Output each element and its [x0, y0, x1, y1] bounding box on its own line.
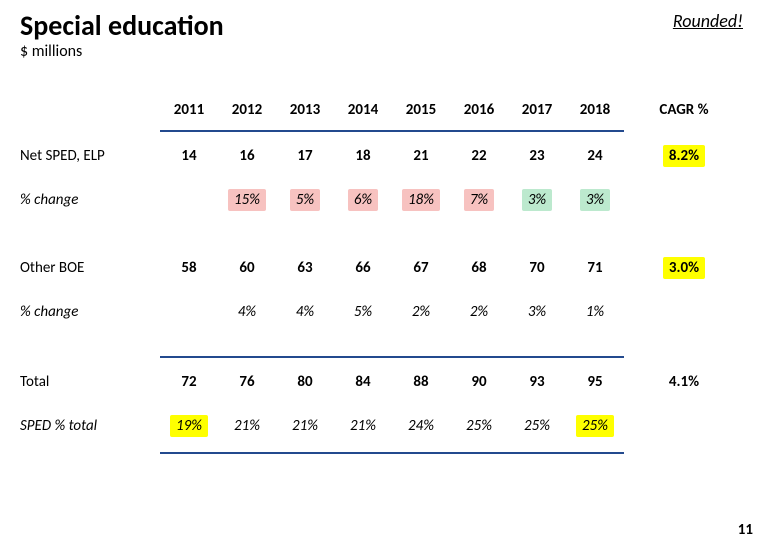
cell-value: 19% — [170, 415, 208, 437]
cell: 60 — [218, 259, 276, 277]
data-table: 2011 2012 2013 2014 2015 2016 2017 2018 … — [20, 90, 751, 454]
cell: 21% — [276, 417, 334, 435]
col-year: 2013 — [276, 101, 334, 119]
cell: 7% — [450, 189, 508, 211]
cell: 25% — [450, 417, 508, 435]
row-label: % change — [20, 191, 160, 209]
cell: 88 — [392, 373, 450, 391]
cell: 76 — [218, 373, 276, 391]
cell-value: 3% — [580, 189, 610, 211]
cell: 15% — [218, 189, 276, 211]
cell: 4% — [218, 303, 276, 321]
col-year: 2011 — [160, 101, 218, 119]
cell: 93 — [508, 373, 566, 391]
page-number: 11 — [738, 521, 753, 539]
row-other-boe-change: % change 4% 4% 5% 2% 2% 3% 1% — [20, 292, 751, 332]
col-year: 2014 — [334, 101, 392, 119]
col-year: 2012 — [218, 101, 276, 119]
cell: 72 — [160, 373, 218, 391]
cell-value: 3% — [522, 189, 552, 211]
row-label: Other BOE — [20, 259, 160, 277]
cell: 21% — [334, 417, 392, 435]
col-cagr: CAGR % — [644, 101, 724, 119]
cell: 3% — [508, 189, 566, 211]
spacer — [20, 332, 751, 356]
cell-value: 25% — [576, 415, 614, 437]
cell: 6% — [334, 189, 392, 211]
cell: 14 — [160, 147, 218, 165]
row-sped-pct-total: SPED % total 19% 21% 21% 21% 24% 25% 25%… — [20, 406, 751, 446]
cell: 66 — [334, 259, 392, 277]
cell: 2% — [392, 303, 450, 321]
cagr-cell: 8.2% — [644, 145, 724, 167]
cell: 5% — [276, 189, 334, 211]
cell: 3% — [566, 189, 624, 211]
cell: 21 — [392, 147, 450, 165]
page-subtitle: $ millions — [20, 42, 82, 61]
cagr-cell: 4.1% — [644, 373, 724, 391]
cell: 25% — [508, 417, 566, 435]
cell: 16 — [218, 147, 276, 165]
row-net-sped-change: % change 15% 5% 6% 18% 7% 3% 3% — [20, 180, 751, 220]
page-title: Special education — [20, 8, 224, 43]
header-row: 2011 2012 2013 2014 2015 2016 2017 2018 … — [20, 90, 751, 130]
cell-value: 15% — [228, 189, 266, 211]
col-year: 2015 — [392, 101, 450, 119]
spacer — [20, 220, 751, 244]
cell-value: 6% — [348, 189, 378, 211]
cagr-value: 3.0% — [663, 257, 705, 279]
cell: 24 — [566, 147, 624, 165]
cell: 5% — [334, 303, 392, 321]
rounded-note: Rounded! — [673, 10, 743, 32]
col-year: 2017 — [508, 101, 566, 119]
cell-value: 7% — [464, 189, 494, 211]
row-label: Net SPED, ELP — [20, 147, 160, 165]
cell: 58 — [160, 259, 218, 277]
cell: 18% — [392, 189, 450, 211]
row-total: Total 72 76 80 84 88 90 93 95 4.1% — [20, 358, 751, 406]
row-label: Total — [20, 373, 160, 391]
cell-value: 5% — [290, 189, 320, 211]
col-year: 2018 — [566, 101, 624, 119]
cell: 21% — [218, 417, 276, 435]
cell: 70 — [508, 259, 566, 277]
cell: 71 — [566, 259, 624, 277]
col-year: 2016 — [450, 101, 508, 119]
cagr-cell: 3.0% — [644, 257, 724, 279]
divider — [160, 452, 624, 454]
row-other-boe: Other BOE 58 60 63 66 67 68 70 71 3.0% — [20, 244, 751, 292]
cell: 67 — [392, 259, 450, 277]
cell: 84 — [334, 373, 392, 391]
cell: 1% — [566, 303, 624, 321]
cell: 25% — [566, 415, 624, 437]
cell: 63 — [276, 259, 334, 277]
row-label: SPED % total — [20, 417, 160, 435]
cell: 3% — [508, 303, 566, 321]
row-net-sped: Net SPED, ELP 14 16 17 18 21 22 23 24 8.… — [20, 132, 751, 180]
cell: 80 — [276, 373, 334, 391]
cell: 2% — [450, 303, 508, 321]
cell: 17 — [276, 147, 334, 165]
cell: 90 — [450, 373, 508, 391]
row-label: % change — [20, 303, 160, 321]
cagr-value: 8.2% — [663, 145, 705, 167]
cell: 68 — [450, 259, 508, 277]
cell: 19% — [160, 415, 218, 437]
cell: 4% — [276, 303, 334, 321]
cell-value: 18% — [402, 189, 440, 211]
cell: 22 — [450, 147, 508, 165]
cell: 95 — [566, 373, 624, 391]
cell: 23 — [508, 147, 566, 165]
cell: 24% — [392, 417, 450, 435]
cell: 18 — [334, 147, 392, 165]
